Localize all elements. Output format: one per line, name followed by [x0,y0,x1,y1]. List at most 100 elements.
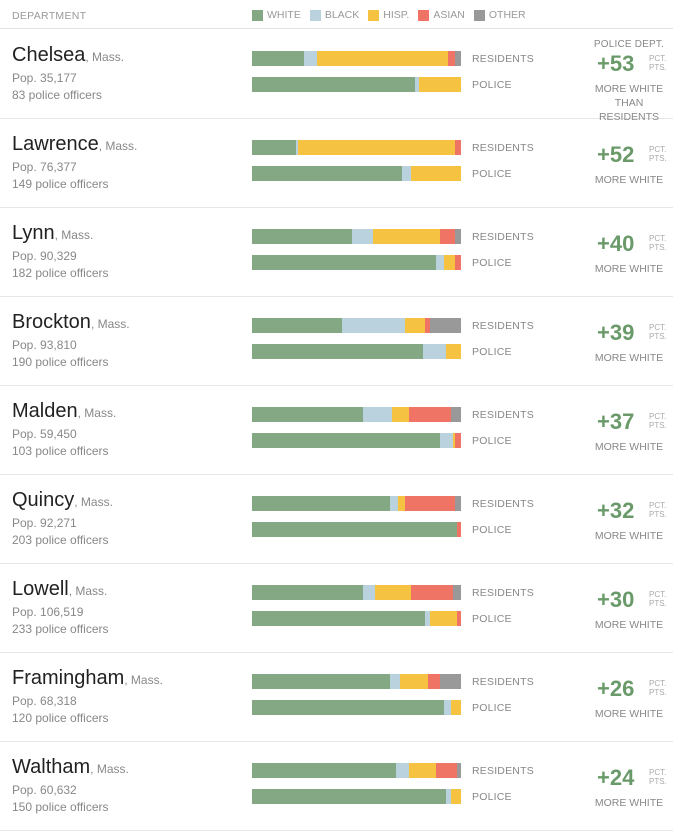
than-residents-text: THAN RESIDENTS [598,97,660,123]
police-label: POLICE [472,435,512,447]
more-white-caption: MORE WHITE [585,707,673,721]
population: Pop. 60,632 [12,783,77,797]
state-abbrev: , Mass. [85,50,125,64]
bar-segment-white [252,166,403,181]
unit-line-pts: PTS. [649,688,667,697]
difference-value: +39 [597,320,635,345]
state-abbrev: , Mass. [77,406,117,420]
city-heading: Quincy, Mass. [12,489,113,512]
bar-segment-hispanic [373,229,441,244]
bar-segment-asian [404,496,455,511]
city-heading: Lynn, Mass. [12,222,93,245]
police-bar [252,255,461,270]
state-abbrev: , Mass. [98,139,138,153]
bar-segment-white [252,51,305,66]
legend-item-black: BLACK [309,9,359,21]
bar-segment-white [252,255,436,270]
police-bar [252,611,461,626]
officer-count: 120 police officers [12,711,109,725]
bar-segment-white [252,344,424,359]
bar-segment-other [454,229,461,244]
department-row: Chelsea, Mass. Pop. 35,177 83 police offic… [0,30,673,123]
city-name: Quincy [12,489,75,511]
difference-value: +30 [597,587,635,612]
city-heading: Brockton, Mass. [12,311,130,334]
bar-segment-black [295,140,298,155]
officer-count: 182 police officers [12,266,109,280]
unit-line-pct: PCT. [649,412,667,421]
city-name: Framingham [12,667,125,689]
unit-label: PCT. PTS. [649,768,667,786]
bar-segment-white [252,407,363,422]
bar-segment-hispanic [297,140,455,155]
city-heading: Lawrence, Mass. [12,133,137,156]
more-white-text: MORE WHITE [594,708,664,720]
department-row: Brockton, Mass. Pop. 93,810 190 police off… [0,297,673,386]
bar-segment-other [456,763,461,778]
bar-segment-black [352,229,374,244]
more-white-caption: MORE WHITE [585,173,673,187]
state-abbrev: , Mass. [124,673,163,687]
bar-segment-hispanic [316,51,449,66]
city-heading: Framingham, Mass. [12,667,163,690]
more-white-caption: MORE WHITE [585,796,673,810]
legend-item-white: WHITE [252,9,301,21]
bar-segment-black [389,674,401,689]
bar-segment-other [429,318,461,333]
police-bar [252,166,461,181]
unit-line-pct: PCT. [649,768,667,777]
police-label: POLICE [472,79,512,91]
city-name: Malden [12,400,78,422]
bar-segment-asian [440,229,455,244]
difference-value: +40 [597,231,635,256]
police-label: POLICE [472,791,512,803]
city-heading: Waltham, Mass. [12,756,129,779]
city-name: Lowell [12,578,69,600]
unit-label: PCT. PTS. [649,679,667,697]
bar-segment-asian [456,522,461,537]
bar-segment-black [446,789,451,804]
more-white-text: MORE WHITE [594,441,664,453]
bar-segment-hispanic [375,585,411,600]
unit-line-pts: PTS. [649,332,667,341]
police-label: POLICE [472,168,512,180]
bar-segment-hispanic [410,166,461,181]
bar-segment-black [415,77,420,92]
city-name: Lynn [12,222,55,244]
residents-label: RESIDENTS [472,765,534,777]
legend-label: OTHER [488,9,526,21]
bar-segment-asian [435,763,457,778]
bar-segment-black [425,611,430,626]
unit-line-pct: PCT. [649,54,667,63]
bar-segment-hispanic [450,789,461,804]
unit-line-pts: PTS. [649,421,667,430]
bar-segment-hispanic [392,407,409,422]
unit-label: PCT. PTS. [649,323,667,341]
residents-label: RESIDENTS [472,142,534,154]
population: Pop. 93,810 [12,338,77,352]
bar-segment-black [362,585,376,600]
difference-value: +53 [597,51,635,76]
more-white-text: MORE WHITE [594,530,664,542]
department-row: Lynn, Mass. Pop. 90,329 182 police officer… [0,208,673,297]
residents-bar [252,496,461,511]
more-white-caption: MORE WHITE [585,262,673,276]
legend-item-other: OTHER [473,9,526,21]
bar-segment-hispanic [404,318,426,333]
bar-segment-other [440,674,461,689]
bar-segment-hispanic [450,700,461,715]
officer-count: 83 police officers [12,88,102,102]
bar-segment-white [252,433,441,448]
officer-count: 149 police officers [12,177,109,191]
residents-label: RESIDENTS [472,53,534,65]
city-heading: Lowell, Mass. [12,578,107,601]
residents-label: RESIDENTS [472,231,534,243]
unit-line-pct: PCT. [649,234,667,243]
bar-segment-asian [454,255,461,270]
officer-count: 190 police officers [12,355,109,369]
bar-segment-hispanic [429,611,457,626]
department-row: Malden, Mass. Pop. 59,450 103 police offic… [0,386,673,475]
bar-segment-asian [427,674,441,689]
bar-segment-asian [408,407,451,422]
population: Pop. 90,329 [12,249,77,263]
